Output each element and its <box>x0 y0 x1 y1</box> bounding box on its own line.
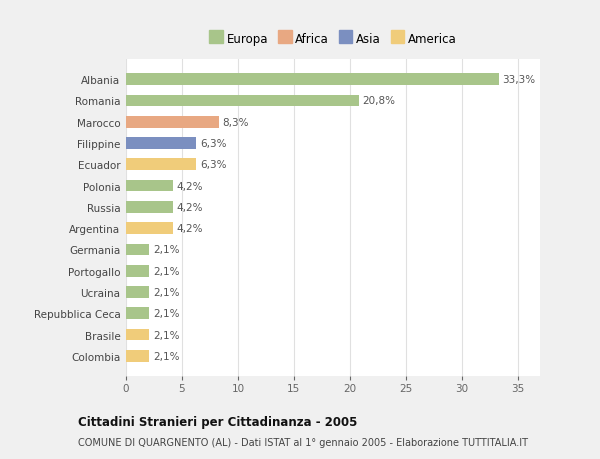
Text: 33,3%: 33,3% <box>502 75 535 85</box>
Text: 2,1%: 2,1% <box>153 245 179 255</box>
Text: 2,1%: 2,1% <box>153 351 179 361</box>
Bar <box>126 223 173 235</box>
Text: 8,3%: 8,3% <box>222 118 249 128</box>
Text: 2,1%: 2,1% <box>153 266 179 276</box>
Bar <box>126 202 173 213</box>
Bar <box>126 117 219 128</box>
Bar <box>126 74 499 86</box>
Text: 4,2%: 4,2% <box>176 202 203 213</box>
Text: 2,1%: 2,1% <box>153 308 179 319</box>
Text: COMUNE DI QUARGNENTO (AL) - Dati ISTAT al 1° gennaio 2005 - Elaborazione TUTTITA: COMUNE DI QUARGNENTO (AL) - Dati ISTAT a… <box>78 437 528 447</box>
Text: 2,1%: 2,1% <box>153 287 179 297</box>
Bar <box>126 308 149 319</box>
Text: 6,3%: 6,3% <box>200 139 226 149</box>
Text: Cittadini Stranieri per Cittadinanza - 2005: Cittadini Stranieri per Cittadinanza - 2… <box>78 415 358 428</box>
Bar <box>126 286 149 298</box>
Bar <box>126 95 359 107</box>
Bar <box>126 180 173 192</box>
Legend: Europa, Africa, Asia, America: Europa, Africa, Asia, America <box>206 31 460 48</box>
Bar <box>126 138 196 150</box>
Bar <box>126 329 149 341</box>
Text: 4,2%: 4,2% <box>176 224 203 234</box>
Text: 20,8%: 20,8% <box>362 96 395 106</box>
Bar <box>126 265 149 277</box>
Text: 4,2%: 4,2% <box>176 181 203 191</box>
Text: 2,1%: 2,1% <box>153 330 179 340</box>
Bar <box>126 244 149 256</box>
Bar <box>126 350 149 362</box>
Bar <box>126 159 196 171</box>
Text: 6,3%: 6,3% <box>200 160 226 170</box>
